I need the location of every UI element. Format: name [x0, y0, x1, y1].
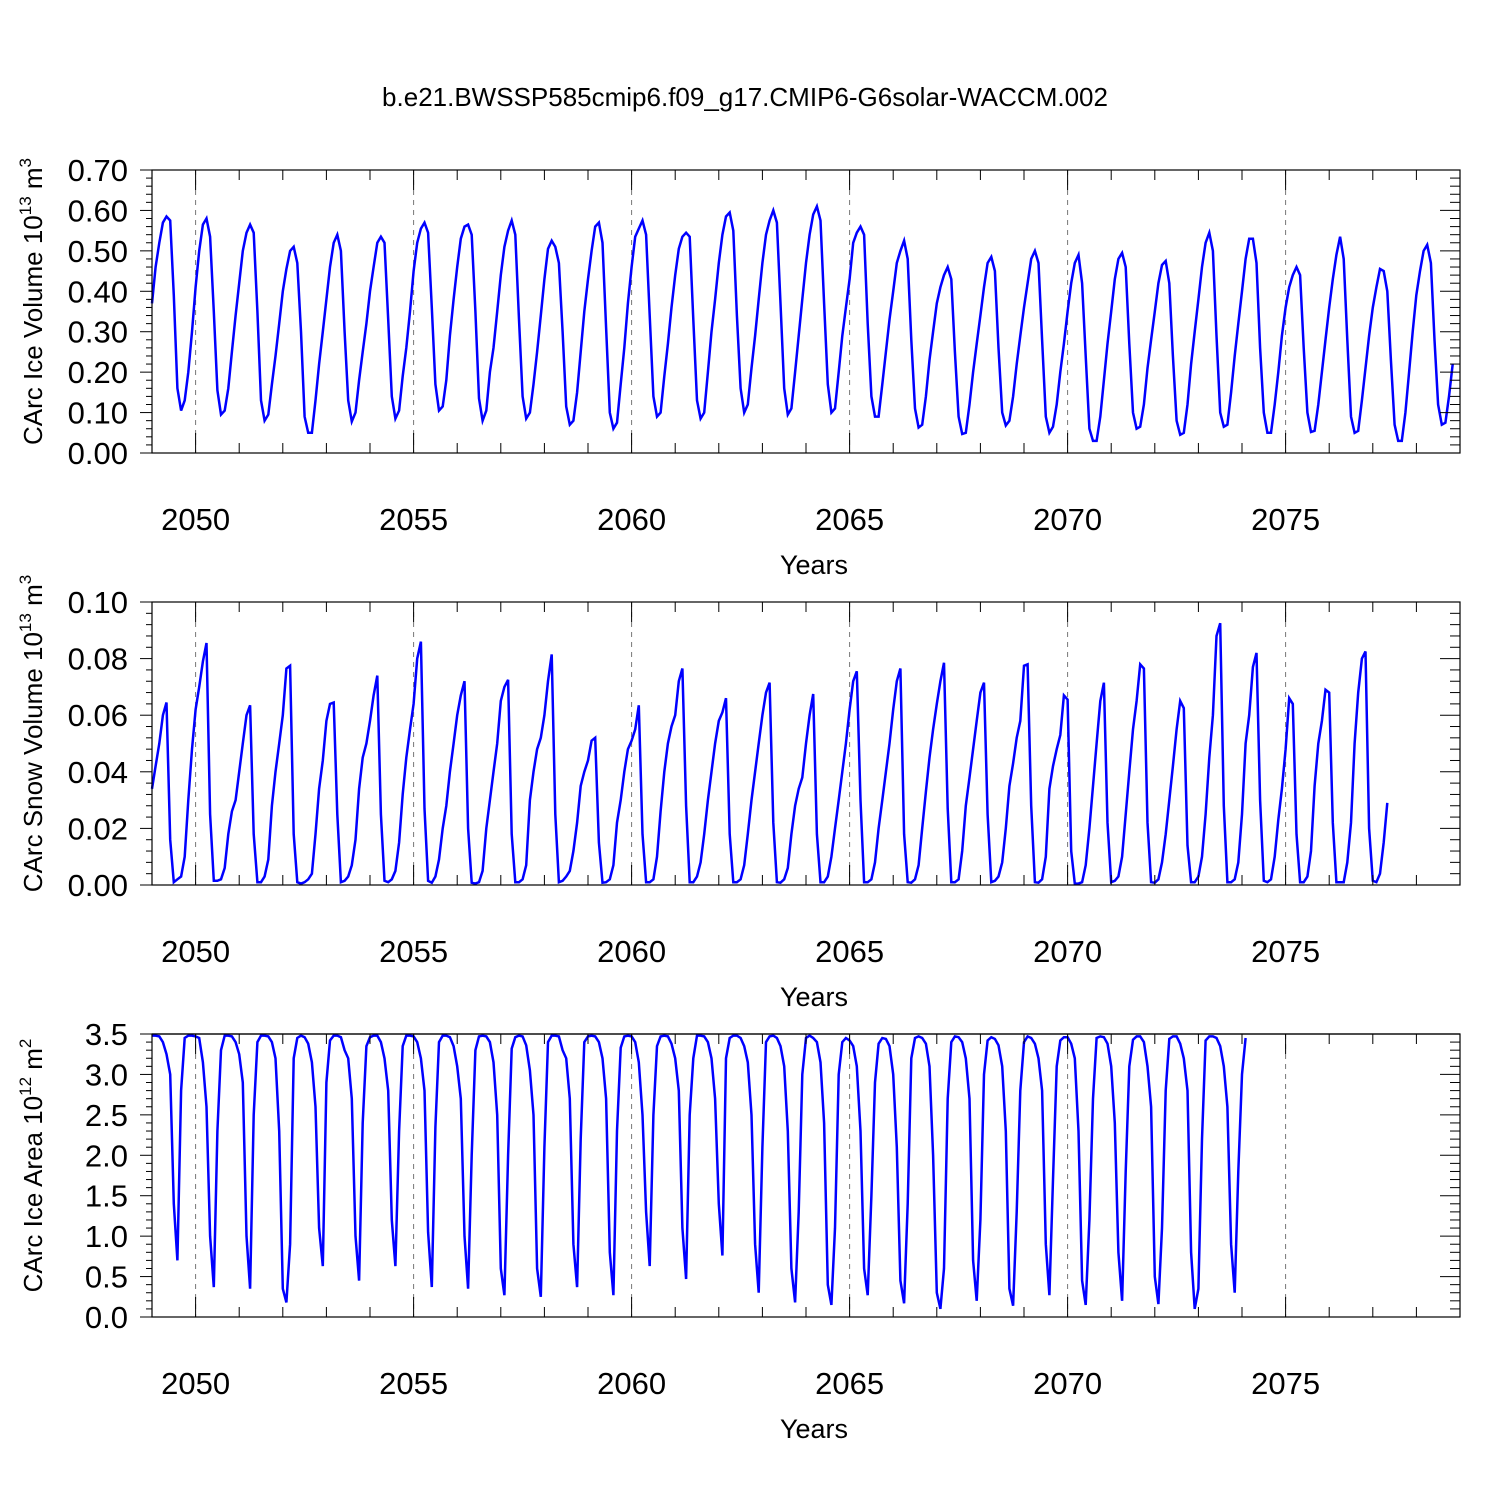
ice-area-series-line: [152, 1034, 1247, 1310]
ice-volume-grid: [195, 170, 1287, 453]
snow-volume-x-tick-label: 2075: [1251, 934, 1320, 969]
snow-volume-y-tick-label: 0.06: [68, 698, 128, 733]
ice-volume-y-tick-label: 0.50: [68, 234, 128, 269]
snow-volume-y-tick-label: 0.02: [68, 811, 128, 846]
snow-volume-x-tick-label: 2065: [815, 934, 884, 969]
ice-volume-x-tick-label: 2070: [1033, 502, 1102, 537]
snow-volume-x-tick-labels: 2050 2055 2060 2065 2070 2075: [161, 934, 1320, 969]
ice-volume-y-tick-label: 0.20: [68, 355, 128, 390]
ice-area-y-tick-label: 3.5: [85, 1017, 128, 1052]
ice-volume-x-tick-labels: 2050 2055 2060 2065 2070 2075: [161, 502, 1320, 537]
figure-title: b.e21.BWSSP585cmip6.f09_g17.CMIP6-G6sola…: [382, 82, 1108, 112]
snow-volume-x-tick-label: 2050: [161, 934, 230, 969]
ice-volume-ticks: [140, 169, 1461, 454]
ice-volume-y-tick-label: 0.10: [68, 396, 128, 431]
snow-volume-x-tick-label: 2055: [379, 934, 448, 969]
ice-area-x-tick-label: 2070: [1033, 1366, 1102, 1401]
snow-volume-y-tick-label: 0.04: [68, 755, 128, 790]
ice-volume-x-axis-title: Years: [780, 550, 848, 580]
ice-volume-series-line: [150, 202, 1454, 443]
ice-area-y-tick-label: 0.5: [85, 1260, 128, 1295]
snow-volume-x-axis-title: Years: [780, 982, 848, 1012]
ice-volume-x-tick-label: 2065: [815, 502, 884, 537]
ice-area-y-axis-title: CArc Ice Area 1012 m2: [16, 1039, 48, 1293]
snow-volume-y-tick-labels: 0.00 0.02 0.04 0.06 0.08 0.10: [68, 585, 128, 903]
ice-area-grid: [195, 1034, 1287, 1317]
snow-volume-panel: 0.00 0.02 0.04 0.06 0.08 0.10 2050 2055 2060 206…: [16, 575, 1461, 1012]
ice-volume-y-tick-label: 0.70: [68, 153, 128, 188]
ice-volume-y-tick-labels: 0.00 0.10 0.20 0.30 0.40 0.50 0.60 0.70: [68, 153, 128, 471]
ice-area-x-tick-label: 2055: [379, 1366, 448, 1401]
ice-volume-y-tick-label: 0.60: [68, 193, 128, 228]
ice-area-x-tick-label: 2050: [161, 1366, 230, 1401]
snow-volume-y-axis-title: CArc Snow Volume 1013 m3: [16, 575, 48, 892]
ice-area-x-tick-labels: 2050 2055 2060 2065 2070 2075: [161, 1366, 1320, 1401]
ice-volume-y-tick-label: 0.40: [68, 274, 128, 309]
snow-volume-x-tick-label: 2070: [1033, 934, 1102, 969]
ice-volume-x-tick-label: 2050: [161, 502, 230, 537]
ice-volume-panel: 0.000.100.200.300.400.500.600.70 2050 205…: [16, 153, 1461, 580]
ice-area-x-tick-label: 2060: [597, 1366, 666, 1401]
ice-area-x-tick-label: 2075: [1251, 1366, 1320, 1401]
ice-volume-x-tick-label: 2075: [1251, 502, 1320, 537]
ice-area-plot-frame: [151, 1033, 1461, 1318]
ice-area-y-tick-label: 3.0: [85, 1057, 128, 1092]
snow-volume-ticks: [140, 601, 1461, 886]
ice-area-panel: 0.0 0.5 1.0 1.5 2.0 2.5 3.0 3.5 2050 2055 2060 206…: [16, 1017, 1461, 1444]
snow-volume-series-line: [150, 622, 1389, 885]
ice-volume-x-tick-label: 2055: [379, 502, 448, 537]
ice-volume-y-tick-label: 0.30: [68, 315, 128, 350]
ice-volume-x-tick-label: 2060: [597, 502, 666, 537]
snow-volume-y-tick-label: 0.00: [68, 868, 128, 903]
ice-area-y-tick-label: 1.5: [85, 1179, 128, 1214]
ice-area-y-tick-label: 1.0: [85, 1219, 128, 1254]
snow-volume-x-tick-label: 2060: [597, 934, 666, 969]
ice-area-y-tick-label: 2.5: [85, 1098, 128, 1133]
ice-area-x-axis-title: Years: [780, 1414, 848, 1444]
ice-area-y-tick-label: 0.0: [85, 1300, 128, 1335]
ice-volume-y-axis-title: CArc Ice Volume 1013 m3: [16, 158, 48, 445]
ice-area-x-tick-label: 2065: [815, 1366, 884, 1401]
ice-area-ticks: [140, 1033, 1461, 1318]
ice-area-y-tick-labels: 0.0 0.5 1.0 1.5 2.0 2.5 3.0 3.5: [85, 1017, 128, 1335]
snow-volume-y-tick-label: 0.10: [68, 585, 128, 620]
ice-volume-y-tick-label: 0.00: [68, 436, 128, 471]
snow-volume-y-tick-label: 0.08: [68, 642, 128, 677]
ice-area-y-tick-label: 2.0: [85, 1138, 128, 1173]
